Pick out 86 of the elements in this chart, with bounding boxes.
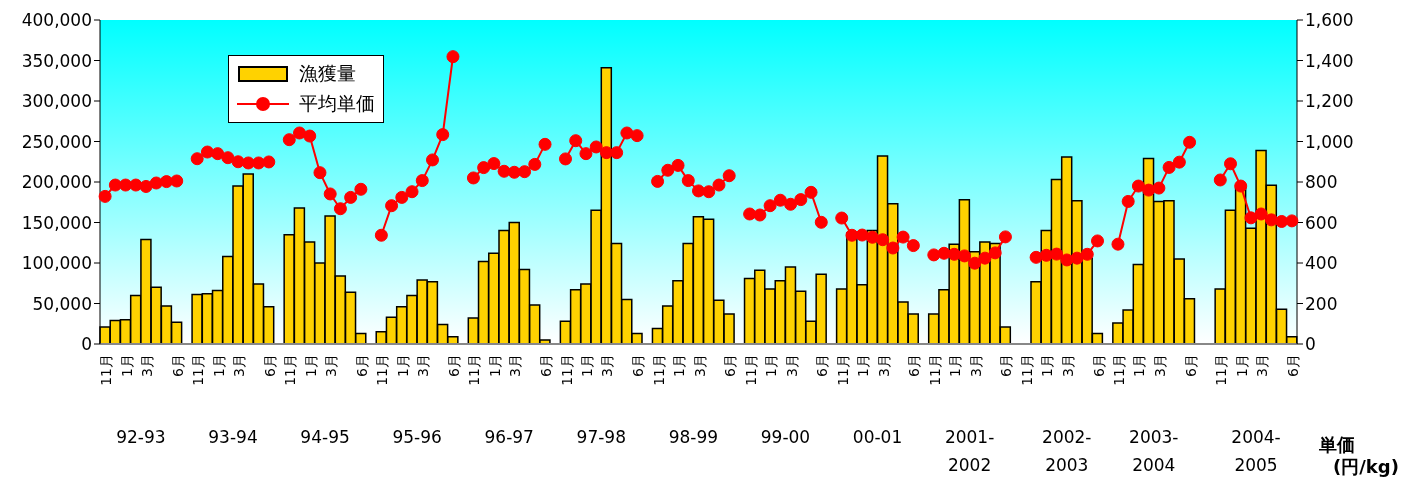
x-tick-label: 1月	[486, 354, 503, 377]
x-tick-label: 3月	[139, 354, 156, 377]
x-tick-label: 6月	[261, 354, 278, 377]
x-tick-label: 6月	[998, 354, 1015, 377]
x-tick-label: 11月	[926, 354, 943, 386]
y2-tick-label: 0	[1305, 334, 1316, 355]
x-tick-label: 1月	[210, 354, 227, 377]
text: 2003- 2004	[1129, 426, 1179, 477]
text: 2002- 2003	[1042, 426, 1092, 477]
y-tick-label: 250,000	[21, 131, 92, 152]
y-tick-label: 50,000	[32, 293, 92, 314]
x-tick-label: 6月	[814, 354, 831, 377]
x-tick-label: 6月	[722, 354, 739, 377]
x-tick-label: 11月	[1213, 354, 1230, 386]
x-tick-label: 3月	[967, 354, 984, 377]
text: 2004- 2005	[1231, 426, 1281, 477]
y-tick-label: 300,000	[21, 91, 92, 112]
x-tick-label: 3月	[875, 354, 892, 377]
text: 93-94	[208, 426, 258, 449]
x-tick-label: 6月	[630, 354, 647, 377]
x-tick-label: 3月	[323, 354, 340, 377]
x-tick-label: 3月	[599, 354, 616, 377]
x-tick-label: 3月	[1059, 354, 1076, 377]
x-tick-label: 3月	[1151, 354, 1168, 377]
y2-tick-label: 400	[1305, 253, 1338, 274]
x-tick-label: 1月	[1233, 354, 1250, 377]
x-tick-label: 1月	[578, 354, 595, 377]
x-tick-label: 11月	[650, 354, 667, 386]
y-tick-label: 200,000	[21, 172, 92, 193]
x-tick-label: 11月	[466, 354, 483, 386]
text: 92-93	[116, 426, 166, 449]
x-tick-label: 1月	[671, 354, 688, 377]
x-tick-label: 11月	[558, 354, 575, 386]
text: 97-98	[576, 426, 626, 449]
x-tick-label: 11月	[1110, 354, 1127, 386]
text: 94-95	[300, 426, 350, 449]
y2-tick-label: 1,000	[1305, 131, 1354, 152]
x-tick-label: 1月	[118, 354, 135, 377]
x-tick-label: 1月	[1131, 354, 1148, 377]
y2-tick-label: 800	[1305, 172, 1338, 193]
x-tick-label: 1月	[302, 354, 319, 377]
text: 00-01	[852, 426, 903, 449]
x-tick-label: 3月	[507, 354, 524, 377]
legend-label: 漁獲量	[299, 61, 356, 86]
y-tick-label: 150,000	[21, 212, 92, 233]
y-tick-label: 100,000	[21, 253, 92, 274]
y2-tick-label: 1,200	[1305, 91, 1354, 112]
x-tick-label: 1月	[855, 354, 872, 377]
x-tick-label: 6月	[445, 354, 462, 377]
x-tick-label: 11月	[1018, 354, 1035, 386]
y-tick-label: 400,000	[21, 10, 92, 31]
x-tick-label: 3月	[1254, 354, 1271, 377]
x-tick-label: 3月	[231, 354, 248, 377]
x-tick-label: 6月	[169, 354, 186, 377]
y2-tick-label: 1,600	[1305, 10, 1354, 31]
y2-tick-label: 200	[1305, 293, 1338, 314]
x-tick-label: 6月	[1182, 354, 1199, 377]
y-tick-label: 350,000	[21, 50, 92, 71]
x-tick-label: 11月	[742, 354, 759, 386]
x-tick-label: 11月	[374, 354, 391, 386]
x-tick-label: 6月	[1090, 354, 1107, 377]
y-tick-label: 0	[81, 334, 92, 355]
x-tick-label: 1月	[947, 354, 964, 377]
legend-label: 平均単価	[299, 91, 375, 116]
x-tick-label: 11月	[282, 354, 299, 386]
x-tick-label: 6月	[538, 354, 555, 377]
x-tick-label: 11月	[98, 354, 115, 386]
x-tick-label: 6月	[1284, 354, 1301, 377]
x-tick-label: 1月	[394, 354, 411, 377]
x-tick-label: 1月	[1039, 354, 1056, 377]
y2-tick-label: 1,400	[1305, 50, 1354, 71]
text: 96-97	[484, 426, 534, 449]
text: 98-99	[668, 426, 719, 449]
text: 95-96	[392, 426, 442, 449]
x-tick-label: 3月	[783, 354, 800, 377]
text: 2001- 2002	[944, 426, 995, 477]
x-tick-label: 1月	[763, 354, 780, 377]
x-tick-label: 6月	[353, 354, 370, 377]
x-tick-label: 3月	[415, 354, 432, 377]
x-tick-label: 11月	[834, 354, 851, 386]
x-tick-label: 11月	[190, 354, 207, 386]
y2-tick-label: 600	[1305, 212, 1338, 233]
text: 単価 (円/kg)	[1319, 434, 1399, 478]
x-tick-label: 3月	[691, 354, 708, 377]
text: 99-00	[760, 426, 811, 449]
x-tick-label: 6月	[906, 354, 923, 377]
